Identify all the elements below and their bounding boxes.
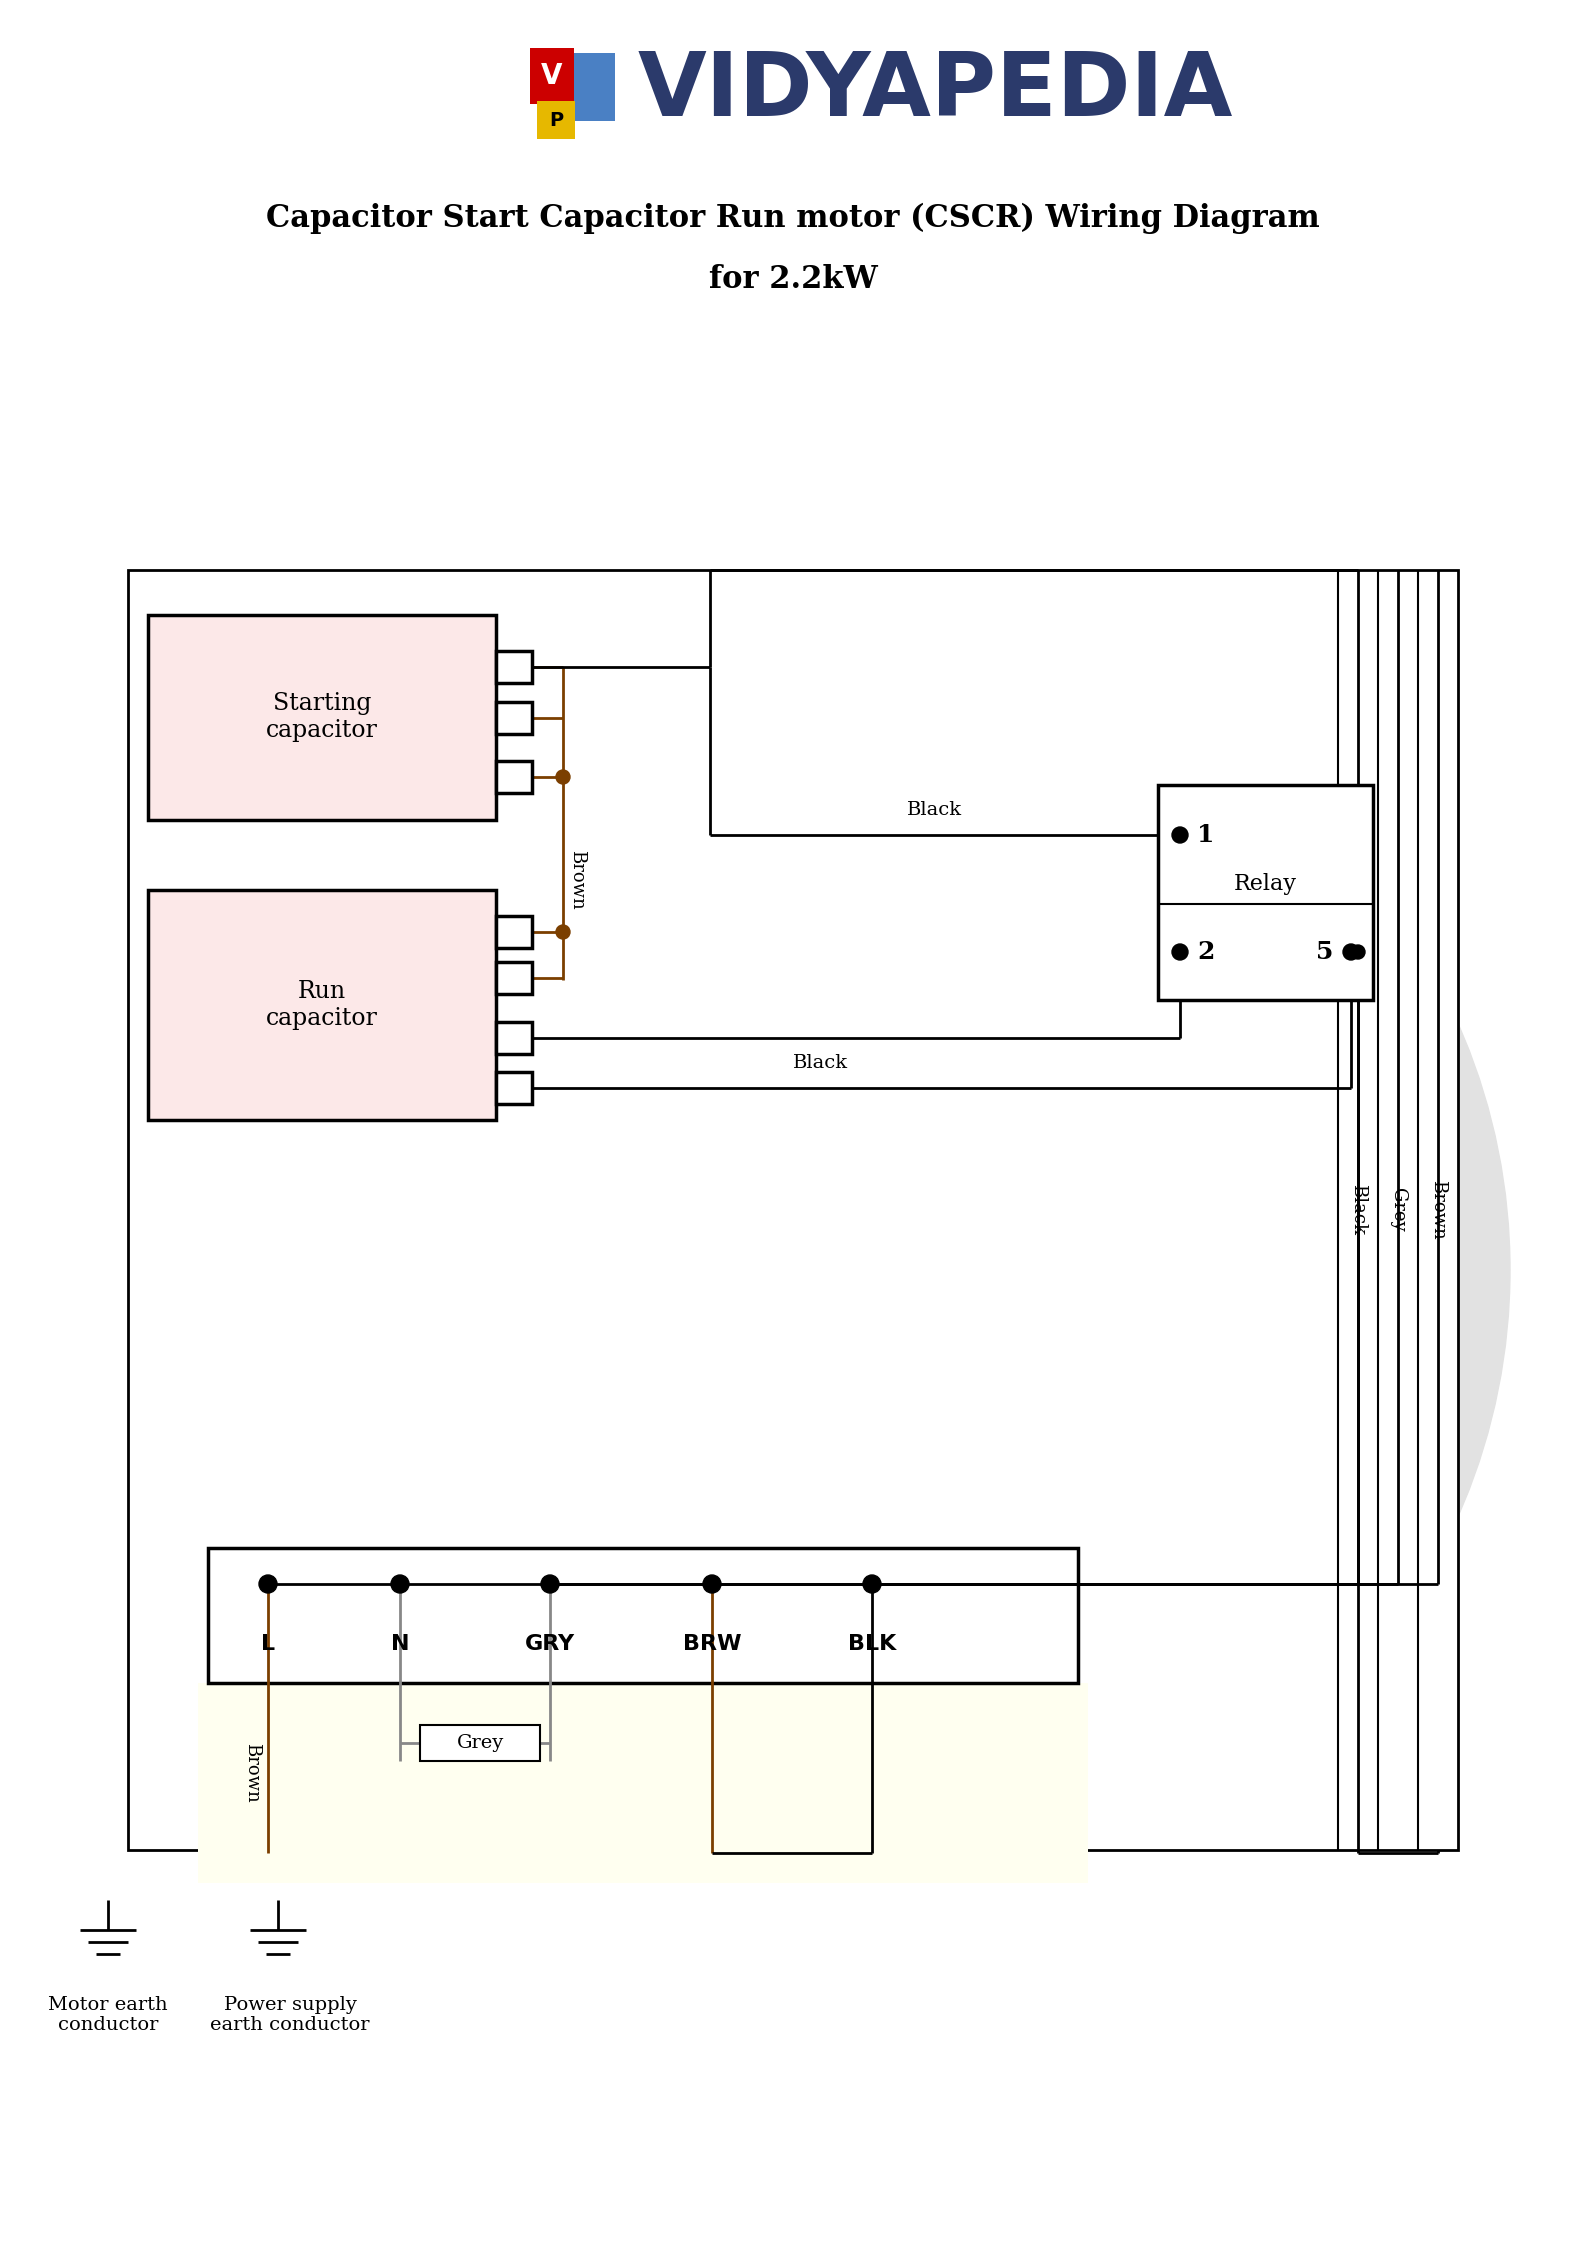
Circle shape (555, 925, 570, 938)
Bar (497, 651, 532, 682)
Circle shape (1173, 943, 1189, 961)
Text: Power supply
earth conductor: Power supply earth conductor (209, 1996, 370, 2034)
Bar (563, 54, 616, 121)
Text: Relay: Relay (1233, 873, 1297, 896)
Bar (536, 101, 574, 139)
Text: Run
capacitor: Run capacitor (267, 981, 378, 1030)
Bar (497, 1073, 532, 1105)
Text: Capacitor Start Capacitor Run motor (CSCR) Wiring Diagram: Capacitor Start Capacitor Run motor (CSC… (267, 202, 1320, 233)
Bar (497, 1021, 532, 1053)
Bar (1159, 786, 1373, 999)
Text: Brown: Brown (568, 851, 586, 909)
Circle shape (703, 1576, 720, 1594)
Bar (497, 916, 532, 947)
Text: BLK: BLK (847, 1634, 897, 1655)
Text: Brown: Brown (1428, 1181, 1447, 1239)
Circle shape (290, 660, 1509, 1879)
Circle shape (555, 770, 570, 784)
Circle shape (863, 1576, 881, 1594)
Text: Black: Black (1349, 1185, 1366, 1235)
Text: 5: 5 (1316, 941, 1333, 963)
Bar (421, 1724, 540, 1760)
Bar (198, 1684, 1089, 1884)
Bar (208, 1549, 1078, 1684)
Bar (129, 570, 1458, 1850)
Bar (497, 703, 532, 734)
Text: GRY: GRY (525, 1634, 574, 1655)
Circle shape (541, 1576, 559, 1594)
Bar (148, 889, 497, 1120)
Circle shape (1173, 826, 1189, 844)
Bar (530, 47, 574, 103)
Bar (497, 963, 532, 995)
Text: 2: 2 (1197, 941, 1214, 963)
Text: Brown: Brown (243, 1742, 260, 1803)
Text: Black: Black (908, 801, 963, 819)
Circle shape (1351, 945, 1365, 959)
Text: Grey: Grey (457, 1733, 503, 1751)
Text: VIDYAPEDIA: VIDYAPEDIA (638, 49, 1233, 135)
Circle shape (259, 1576, 278, 1594)
Circle shape (1343, 943, 1358, 961)
Text: P: P (549, 110, 563, 130)
Bar (148, 615, 497, 819)
Text: Starting
capacitor: Starting capacitor (267, 691, 378, 741)
Text: L: L (260, 1634, 275, 1655)
Text: 1: 1 (1197, 824, 1214, 846)
Text: Black: Black (792, 1053, 847, 1073)
Text: Grey: Grey (1389, 1188, 1408, 1233)
Bar (497, 761, 532, 792)
Text: N: N (390, 1634, 409, 1655)
Circle shape (390, 1576, 409, 1594)
Text: Motor earth
conductor: Motor earth conductor (48, 1996, 168, 2034)
Text: BRW: BRW (682, 1634, 741, 1655)
Text: V: V (541, 63, 563, 90)
Text: for 2.2kW: for 2.2kW (709, 265, 878, 296)
